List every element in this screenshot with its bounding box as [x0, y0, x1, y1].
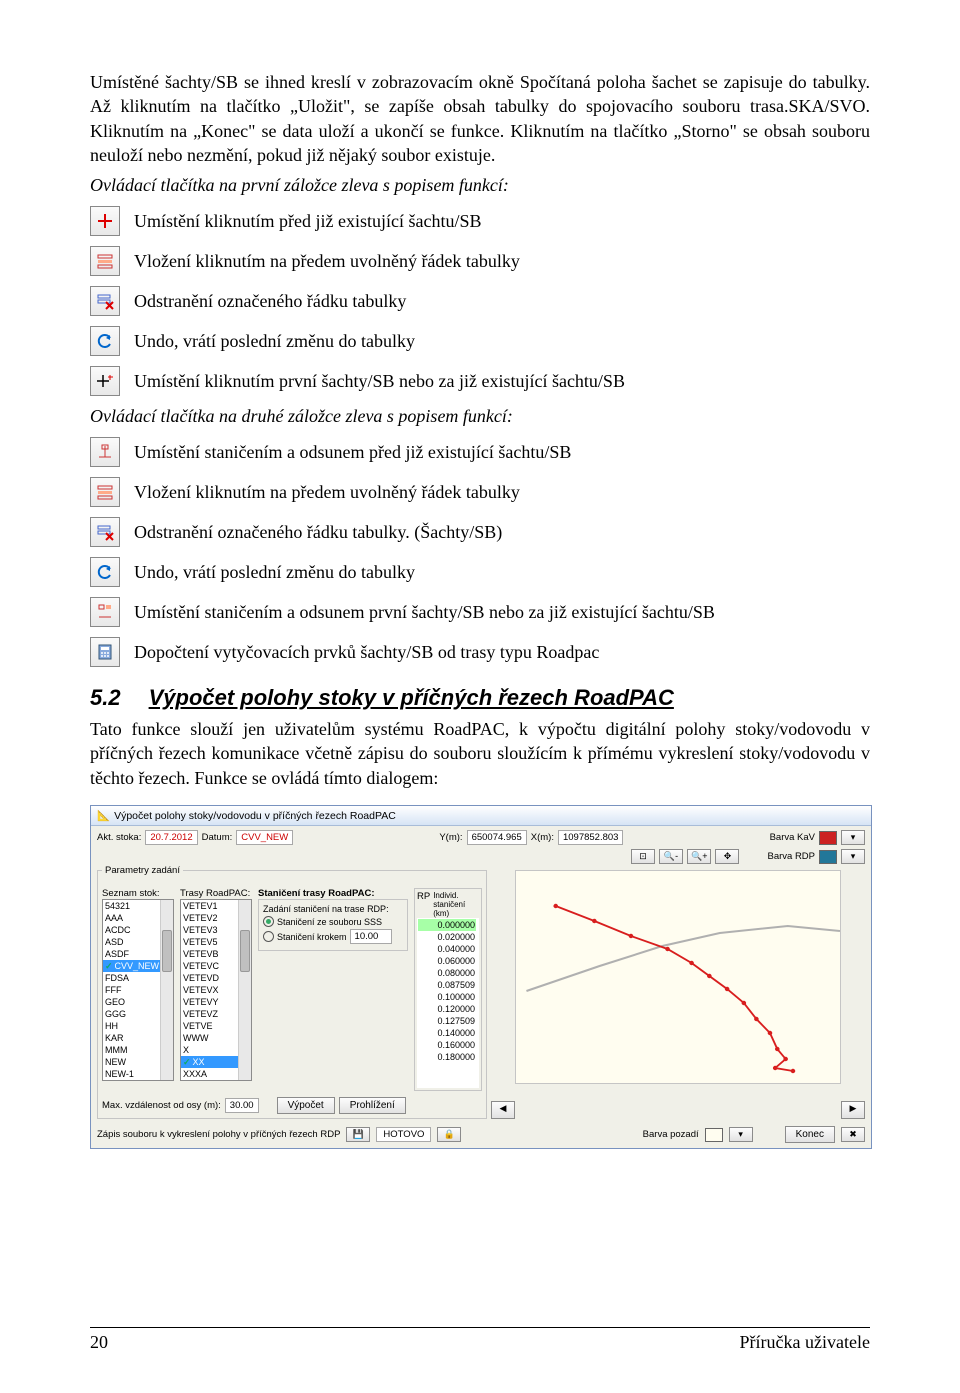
tool-desc-2: Vložení kliknutím na předem uvolněný řád…: [134, 251, 520, 272]
dialog-icon: 📐: [97, 809, 110, 822]
barva-rdp-label: Barva RDP: [767, 851, 815, 862]
rp-listbox[interactable]: 0.0000000.0200000.0400000.0600000.080000…: [417, 918, 479, 1088]
radio-krokem[interactable]: Staničení krokem 10.00: [263, 929, 403, 944]
zoom-in-icon[interactable]: 🔍+: [687, 849, 711, 864]
tool-row-10: Umístění staničením a odsunem první šach…: [90, 597, 870, 627]
stanic-title: Staničení trasy RoadPAC:: [258, 888, 408, 899]
zapis-label: Zápis souboru k vykreslení polohy v příč…: [97, 1129, 340, 1140]
italic-heading-1: Ovládací tlačítka na první záložce zleva…: [90, 175, 870, 196]
konec-button[interactable]: Konec: [785, 1126, 835, 1143]
place-stanic-icon: [90, 437, 120, 467]
zoom-fit-icon[interactable]: ⊡: [631, 849, 655, 864]
seznam-stok-listbox[interactable]: 54321AAAACDCASDASDF✓CVV_NEWFDSAFFFGEOGGG…: [102, 899, 174, 1081]
tool-desc-6: Umístění staničením a odsunem před již e…: [134, 442, 571, 463]
undo-icon: [90, 326, 120, 356]
tool-row-8: Odstranění označeného řádku tabulky. (Ša…: [90, 517, 870, 547]
scroll-right-button[interactable]: ▶: [841, 1101, 865, 1119]
section-title: Výpočet polohy stoky v příčných řezech R…: [149, 685, 674, 711]
dialog-titlebar: 📐 Výpočet polohy stoky/vodovodu v příčný…: [91, 806, 871, 826]
pan-icon[interactable]: ✥: [715, 849, 739, 864]
radio-sss[interactable]: Staničení ze souboru SSS: [263, 916, 403, 927]
barva-pozadi-label: Barva pozadí: [643, 1129, 699, 1140]
place-before-icon: [90, 206, 120, 236]
datum-label: Datum:: [202, 832, 233, 843]
ym-label: Y(m):: [439, 832, 462, 843]
tool-row-4: Undo, vrátí poslední změnu do tabulky: [90, 326, 870, 356]
tool-row-11: Dopočtení vytyčovacích prvků šachty/SB o…: [90, 637, 870, 667]
delete-row-icon: [90, 286, 120, 316]
barva-rdp-btn[interactable]: ▾: [841, 849, 865, 864]
tool-desc-7: Vložení kliknutím na předem uvolněný řád…: [134, 482, 520, 503]
xm-value: 1097852.803: [558, 830, 623, 845]
delete-row-icon-2: [90, 517, 120, 547]
rp-column: RPIndivid. staničení (km) 0.0000000.0200…: [414, 888, 482, 1091]
prohlizeni-button[interactable]: Prohlížení: [339, 1097, 406, 1114]
tool-desc-3: Odstranění označeného řádku tabulky: [134, 291, 406, 312]
stanic-sub-label: Zadání staničení na trase RDP:: [263, 904, 403, 914]
ym-value: 650074.965: [467, 830, 527, 845]
place-stanic-first-icon: [90, 597, 120, 627]
trasy-listbox[interactable]: VETEV1VETEV2VETEV3VETEV5VETEVBVETEVCVETE…: [180, 899, 252, 1081]
zoom-out-icon[interactable]: 🔍-: [659, 849, 683, 864]
lock-icon[interactable]: 🔒: [437, 1127, 461, 1142]
tool-row-5: Umístění kliknutím první šachty/SB nebo …: [90, 366, 870, 396]
tool-desc-11: Dopočtení vytyčovacích prvků šachty/SB o…: [134, 642, 599, 663]
tool-desc-4: Undo, vrátí poslední změnu do tabulky: [134, 331, 415, 352]
tool-desc-8: Odstranění označeného řádku tabulky. (Ša…: [134, 522, 502, 543]
undo-icon-2: [90, 557, 120, 587]
tool-row-3: Odstranění označeného řádku tabulky: [90, 286, 870, 316]
insert-row-icon: [90, 246, 120, 276]
footer-label: Příručka uživatele: [740, 1332, 870, 1353]
trasy-label: Trasy RoadPAC:: [180, 888, 252, 899]
datum-value: CVV_NEW: [236, 830, 293, 845]
max-vzd-label: Max. vzdálenost od osy (m):: [102, 1100, 221, 1111]
tool-desc-9: Undo, vrátí poslední změnu do tabulky: [134, 562, 415, 583]
section-number: 5.2: [90, 685, 121, 711]
scroll-left-button[interactable]: ◀: [491, 1101, 515, 1119]
tool-row-7: Vložení kliknutím na předem uvolněný řád…: [90, 477, 870, 507]
tool-row-1: Umístění kliknutím před již existující š…: [90, 206, 870, 236]
italic-heading-2: Ovládací tlačítka na druhé záložce zleva…: [90, 406, 870, 427]
tool-desc-10: Umístění staničením a odsunem první šach…: [134, 602, 715, 623]
tool-row-2: Vložení kliknutím na předem uvolněný řád…: [90, 246, 870, 276]
barva-pozadi-swatch[interactable]: [705, 1128, 723, 1142]
tool-desc-1: Umístění kliknutím před již existující š…: [134, 211, 481, 232]
save-icon[interactable]: 💾: [346, 1127, 370, 1142]
tool-row-9: Undo, vrátí poslední změnu do tabulky: [90, 557, 870, 587]
tool-desc-5: Umístění kliknutím první šachty/SB nebo …: [134, 371, 625, 392]
close-icon[interactable]: ✖: [841, 1127, 865, 1142]
barva-kav-swatch[interactable]: [819, 831, 837, 845]
paragraph-2: Tato funkce slouží jen uživatelům systém…: [90, 717, 870, 790]
page-number: 20: [90, 1332, 108, 1353]
seznam-stok-label: Seznam stok:: [102, 888, 174, 899]
xm-label: X(m):: [531, 832, 554, 843]
calc-icon: [90, 637, 120, 667]
akt-stoka-value: 20.7.2012: [145, 830, 197, 845]
params-title: Parametry zadání: [102, 865, 183, 876]
place-first-icon: [90, 366, 120, 396]
insert-row-icon-2: [90, 477, 120, 507]
vypocet-button[interactable]: Výpočet: [277, 1097, 335, 1114]
barva-kav-label: Barva KaV: [770, 832, 815, 843]
paragraph-1: Umístěné šachty/SB se ihned kreslí v zob…: [90, 70, 870, 167]
akt-stoka-label: Akt. stoka:: [97, 832, 141, 843]
barva-pozadi-down[interactable]: ▾: [729, 1127, 753, 1142]
barva-rdp-swatch[interactable]: [819, 850, 837, 864]
params-panel: Parametry zadání Seznam stok: 54321AAAAC…: [97, 870, 487, 1119]
roadpac-dialog: 📐 Výpočet polohy stoky/vodovodu v příčný…: [90, 805, 872, 1149]
section-5-2-heading: 5.2 Výpočet polohy stoky v příčných řeze…: [90, 685, 870, 711]
chart-canvas[interactable]: [515, 870, 841, 1084]
dialog-title-text: Výpočet polohy stoky/vodovodu v příčných…: [114, 810, 396, 822]
barva-kav-btn[interactable]: ▾: [841, 830, 865, 845]
page-footer: 20 Příručka uživatele: [90, 1327, 870, 1353]
stanic-group: Zadání staničení na trase RDP: Staničení…: [258, 899, 408, 951]
tool-row-6: Umístění staničením a odsunem před již e…: [90, 437, 870, 467]
max-vzd-value[interactable]: 30.00: [225, 1098, 259, 1113]
hotovo-label: HOTOVO: [376, 1127, 431, 1142]
